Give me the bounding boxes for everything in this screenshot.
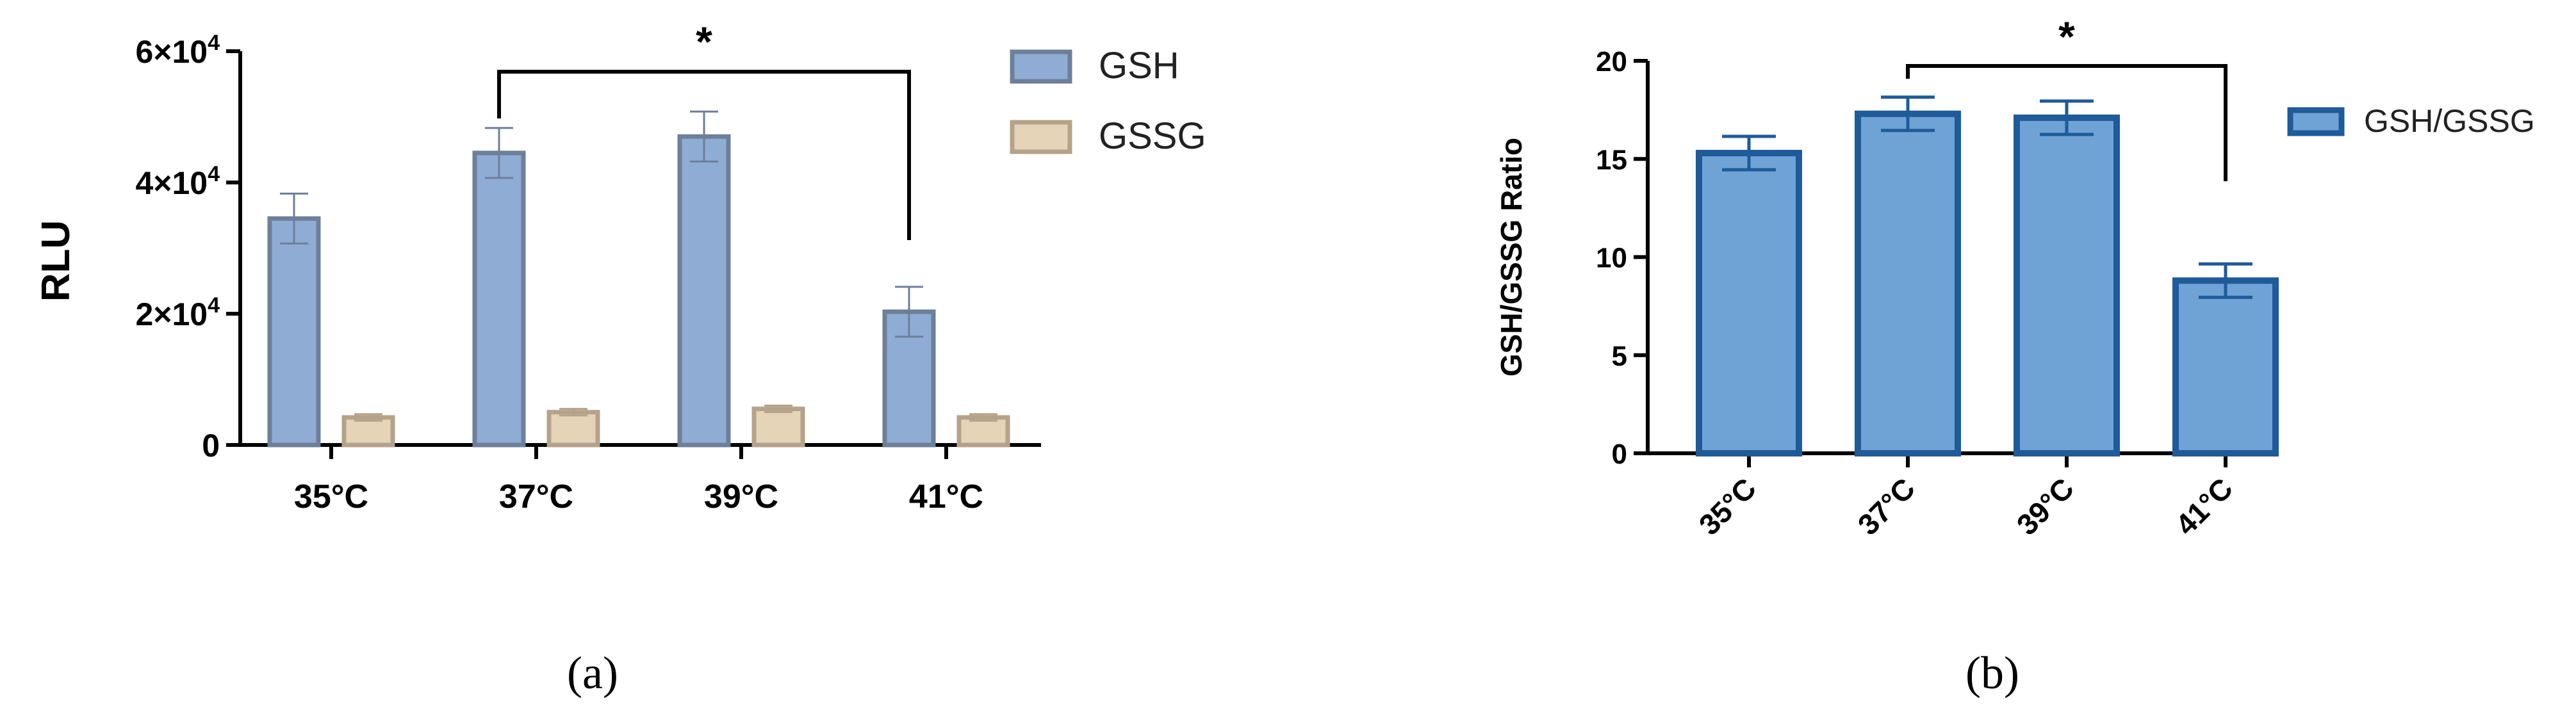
x-tick-label: 39°C <box>704 478 778 515</box>
x-tick-label: 41°C <box>2169 471 2239 541</box>
y-tick-label: 2×104 <box>135 293 220 332</box>
y-axis-title: GSH/GSSG Ratio <box>1495 138 1528 376</box>
y-tick-mantissa: 4 <box>135 165 153 201</box>
legend-label-gsh: GSH <box>1099 45 1179 86</box>
legend-swatch-ratio <box>2287 107 2345 136</box>
y-tick-label: 0 <box>1612 439 1627 470</box>
bar-gsh-1 <box>472 150 526 448</box>
panel-b-chart: 0 5 10 15 20 GSH/GSSG Ratio 35°C 37°C 39°C 41°C * G… <box>1495 13 2535 699</box>
y-tick-label: 6×104 <box>135 31 220 70</box>
y-tick-mantissa: 2 <box>135 296 153 332</box>
significance-star: * <box>2058 13 2075 60</box>
bar-ratio-2 <box>2014 114 2120 456</box>
x-tick-label: 39°C <box>2010 471 2080 541</box>
y-tick-exponent: 4 <box>208 293 220 318</box>
x-tick-label: 35°C <box>294 478 368 515</box>
y-tick-times: ×10 <box>153 34 208 70</box>
y-tick-exponent: 4 <box>208 31 220 55</box>
legend-swatch-gsh <box>1010 49 1072 84</box>
bar-gssg-1 <box>546 410 600 448</box>
y-tick-times: ×10 <box>153 165 208 201</box>
significance-bracket <box>1906 64 2227 181</box>
y-tick-label: 0 <box>202 428 220 464</box>
legend-label-gssg: GSSG <box>1099 115 1206 157</box>
x-tick-label: 37°C <box>1851 471 1921 541</box>
bar-gsh-2 <box>677 134 731 448</box>
y-tick-mantissa: 6 <box>135 34 153 70</box>
bar-ratio-1 <box>1855 110 1961 456</box>
bar-gsh-0 <box>267 216 321 448</box>
bar-gssg-2 <box>751 407 805 448</box>
y-tick-label: 4×104 <box>135 162 220 201</box>
y-axis-title: RLU <box>34 220 78 302</box>
legend-label-ratio: GSH/GSSG <box>2364 103 2535 139</box>
y-tick-label: 5 <box>1612 341 1627 372</box>
y-tick-exponent: 4 <box>208 162 220 186</box>
x-tick-label: 41°C <box>909 478 983 515</box>
x-tick-label: 35°C <box>1693 471 1762 541</box>
significance-bracket <box>497 70 911 240</box>
y-tick-label: 20 <box>1596 46 1627 77</box>
bar-ratio-0 <box>1696 150 1802 456</box>
bar-ratio-3 <box>2172 277 2279 456</box>
y-tick-times: ×10 <box>153 296 208 332</box>
y-tick-label: 10 <box>1596 243 1627 274</box>
panel-caption: (b) <box>1965 647 2019 699</box>
y-tick-label: 15 <box>1596 144 1627 175</box>
panel-caption: (a) <box>567 647 618 699</box>
legend-swatch-gssg <box>1010 120 1072 154</box>
caption-text: (a) <box>567 647 618 699</box>
significance-star: * <box>696 18 712 65</box>
x-tick-label: 37°C <box>499 478 573 515</box>
